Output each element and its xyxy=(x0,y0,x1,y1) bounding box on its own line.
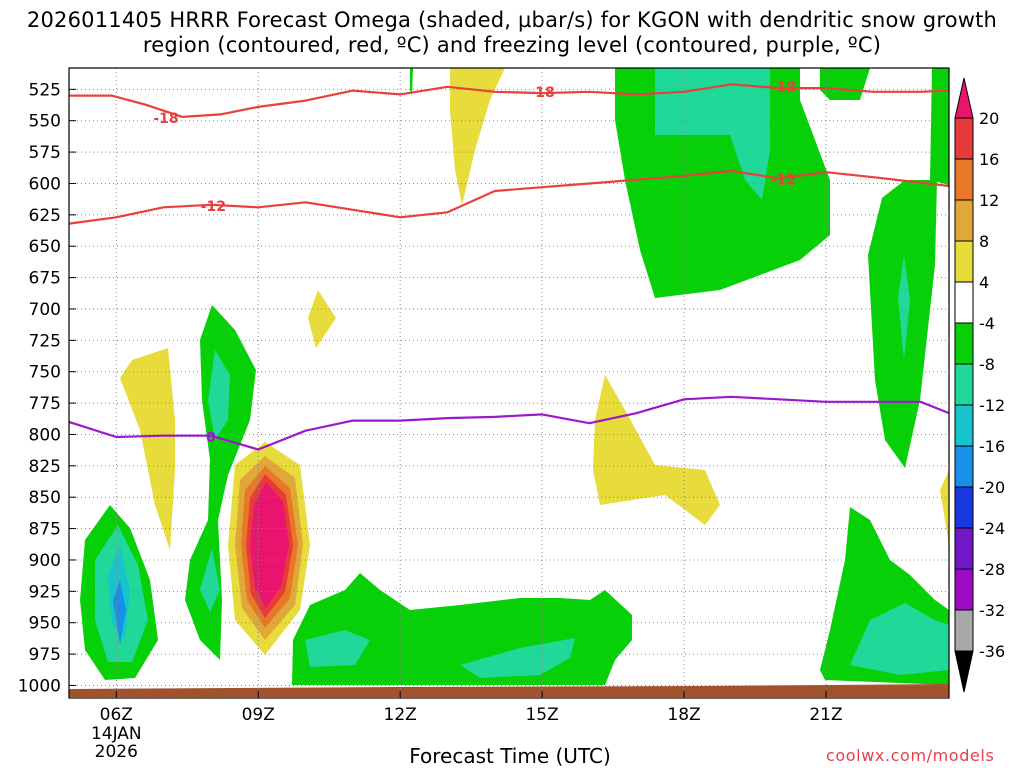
terrain-surface xyxy=(69,684,949,697)
contour-label: 0 xyxy=(206,430,216,446)
colorbar: 20 16 12 8 4 -4 -8 -12 -16 -20 -24 -28 -32 -36 xyxy=(954,77,1005,693)
colorbar-swatch xyxy=(954,117,974,160)
y-tick-label: 750 xyxy=(29,363,61,383)
colorbar-swatch xyxy=(954,158,974,201)
y-tick-label: 950 xyxy=(29,614,61,634)
y-tick-label: 700 xyxy=(29,300,61,320)
contour-label: -18 xyxy=(153,111,178,127)
colorbar-swatch xyxy=(954,363,974,406)
chart-axes-ticks: 525 550 575 600 625 650 675 700 725 750 775 800 825 8… xyxy=(18,80,843,762)
colorbar-swatch xyxy=(954,404,974,447)
omega-region xyxy=(820,68,870,100)
colorbar-top-arrow xyxy=(954,77,974,119)
colorbar-swatch xyxy=(954,199,974,242)
omega-region xyxy=(185,305,256,660)
omega-region xyxy=(250,482,289,608)
colorbar-bottom-arrow xyxy=(954,650,974,693)
chart-grid xyxy=(69,68,949,698)
colorbar-label: -16 xyxy=(979,437,1005,456)
x-tick-label: 09Z xyxy=(242,705,275,725)
omega-region xyxy=(898,255,910,360)
colorbar-label: 8 xyxy=(979,232,989,251)
omega-region xyxy=(460,638,575,678)
colorbar-swatch xyxy=(954,445,974,488)
colorbar-swatch xyxy=(954,281,974,324)
y-tick-label: 650 xyxy=(29,237,61,257)
contour-line xyxy=(68,395,950,451)
y-tick-label: 900 xyxy=(29,551,61,571)
colorbar-label: 20 xyxy=(979,109,999,128)
y-tick-label: 675 xyxy=(29,269,61,289)
omega-region xyxy=(308,290,336,348)
omega-region xyxy=(593,375,720,525)
colorbar-label: -32 xyxy=(979,601,1005,620)
colorbar-swatch xyxy=(954,609,974,652)
colorbar-label: -24 xyxy=(979,519,1005,538)
y-tick-label: 550 xyxy=(29,112,61,132)
omega-region xyxy=(292,573,632,685)
y-tick-label: 800 xyxy=(29,425,61,445)
colorbar-swatch xyxy=(954,527,974,570)
colorbar-swatch xyxy=(954,240,974,283)
colorbar-label: -28 xyxy=(979,560,1005,579)
omega-region xyxy=(930,68,949,185)
y-tick-label: 1000 xyxy=(18,676,61,696)
contour-label: -12 xyxy=(201,199,226,215)
omega-region xyxy=(305,630,370,667)
omega-region xyxy=(450,68,505,205)
y-tick-label: 525 xyxy=(29,80,61,100)
x-tick-label: 15Z xyxy=(525,705,558,725)
x-tick-label: 18Z xyxy=(667,705,700,725)
y-tick-label: 875 xyxy=(29,520,61,540)
omega-region xyxy=(940,470,949,545)
omega-region xyxy=(208,350,230,440)
x-tick-label: 06Z xyxy=(100,705,133,725)
x-date-label: 14JAN xyxy=(91,724,142,744)
colorbar-label: -36 xyxy=(979,642,1005,661)
colorbar-label: 12 xyxy=(979,191,999,210)
x-tick-label: 21Z xyxy=(809,705,842,725)
colorbar-swatch xyxy=(954,322,974,365)
colorbar-swatch xyxy=(954,486,974,529)
colorbar-label: 4 xyxy=(979,273,989,292)
omega-shaded-field xyxy=(80,68,949,685)
y-tick-label: 625 xyxy=(29,206,61,226)
y-tick-label: 825 xyxy=(29,457,61,477)
colorbar-label: -8 xyxy=(979,355,995,374)
omega-region xyxy=(200,548,220,612)
y-tick-label: 775 xyxy=(29,394,61,414)
site-credit: coolwx.com/models xyxy=(826,746,995,765)
contour-line xyxy=(68,169,950,225)
colorbar-label: -4 xyxy=(979,314,995,333)
omega-region xyxy=(120,348,175,550)
y-tick-label: 600 xyxy=(29,174,61,194)
y-tick-label: 975 xyxy=(29,645,61,665)
contour-label: -18 xyxy=(771,80,796,96)
colorbar-label: -20 xyxy=(979,478,1005,497)
contour-label: -18 xyxy=(529,85,554,101)
contour-label: -12 xyxy=(771,173,796,189)
plot-frame xyxy=(68,67,950,699)
x-tick-label: 12Z xyxy=(384,705,417,725)
chart-title: 2026011405 HRRR Forecast Omega (shaded, … xyxy=(26,8,998,57)
y-tick-label: 925 xyxy=(29,582,61,602)
colorbar-swatch xyxy=(954,568,974,611)
y-tick-label: 725 xyxy=(29,331,61,351)
contour-line xyxy=(69,83,950,118)
temperature-contours: -18 -18 -18 -12 -12 0 xyxy=(68,80,950,451)
omega-region xyxy=(410,68,413,95)
colorbar-label: 16 xyxy=(979,150,999,169)
y-tick-label: 575 xyxy=(29,143,61,163)
y-tick-label: 850 xyxy=(29,488,61,508)
colorbar-label: -12 xyxy=(979,396,1005,415)
omega-region xyxy=(850,603,949,675)
x-axis-label: Forecast Time (UTC) xyxy=(409,744,611,768)
x-date-label: 2026 xyxy=(95,742,138,762)
